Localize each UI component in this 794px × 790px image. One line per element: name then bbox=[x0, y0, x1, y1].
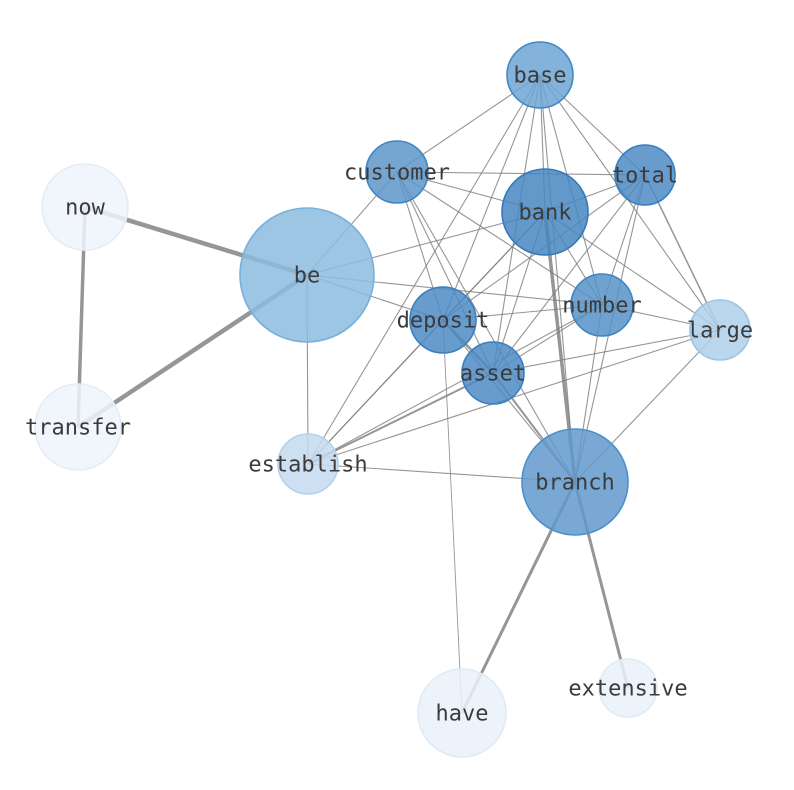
edge-total-asset bbox=[492, 174, 646, 374]
edge-base-establish bbox=[307, 74, 541, 465]
node-transfer bbox=[34, 383, 122, 471]
node-establish bbox=[277, 433, 339, 495]
node-branch bbox=[521, 428, 629, 536]
node-total bbox=[614, 144, 676, 206]
edge-establish-large bbox=[307, 329, 721, 465]
edge-base-large bbox=[539, 74, 721, 331]
edge-customer-total bbox=[396, 171, 646, 176]
node-deposit bbox=[409, 286, 477, 354]
node-be bbox=[239, 207, 375, 343]
edge-customer-number bbox=[396, 171, 603, 306]
node-bank bbox=[501, 168, 589, 256]
node-large bbox=[689, 299, 751, 361]
edge-number-establish bbox=[307, 304, 603, 465]
node-now bbox=[41, 163, 129, 251]
node-customer bbox=[365, 140, 429, 204]
node-base bbox=[506, 41, 574, 109]
edge-base-branch bbox=[539, 74, 576, 483]
node-extensive bbox=[598, 658, 658, 718]
node-number bbox=[570, 273, 634, 337]
edge-customer-branch bbox=[396, 171, 576, 483]
edge-customer-asset bbox=[396, 171, 494, 374]
node-asset bbox=[461, 341, 525, 405]
edge-asset-establish bbox=[307, 372, 494, 465]
edge-deposit-have bbox=[442, 319, 463, 714]
node-have bbox=[417, 668, 507, 758]
edge-asset-large bbox=[492, 329, 721, 374]
nodes-layer bbox=[34, 41, 751, 758]
